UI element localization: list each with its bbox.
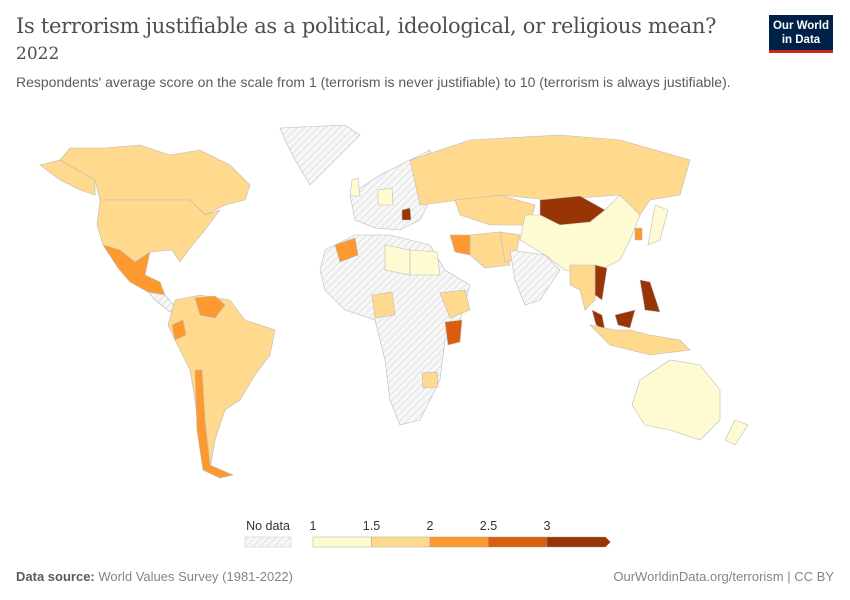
country-japan[interactable] bbox=[647, 204, 669, 246]
country-india[interactable] bbox=[509, 249, 561, 306]
legend-no-data-swatch bbox=[244, 536, 292, 548]
country-ecuador[interactable] bbox=[171, 319, 187, 341]
source-label: Data source: bbox=[16, 569, 95, 584]
chart-year: 2022 bbox=[16, 44, 60, 64]
legend-tick-label: 1.5 bbox=[363, 519, 380, 533]
license-text: | CC BY bbox=[787, 569, 834, 584]
country-serbia[interactable] bbox=[401, 207, 412, 221]
logo-line-2: in Data bbox=[781, 34, 821, 46]
country-egypt[interactable] bbox=[409, 249, 441, 276]
legend-no-data-label: No data bbox=[246, 519, 290, 533]
country-south-korea[interactable] bbox=[634, 227, 643, 241]
legend-bin-3 bbox=[488, 536, 548, 548]
country-venezuela[interactable] bbox=[194, 295, 226, 319]
legend-tick-label: 2.5 bbox=[480, 519, 497, 533]
country-chile[interactable] bbox=[194, 369, 234, 479]
country-iraq[interactable] bbox=[449, 234, 471, 256]
country-zimbabwe[interactable] bbox=[421, 371, 439, 389]
country-new-zealand[interactable] bbox=[724, 419, 749, 446]
country-china[interactable] bbox=[519, 194, 641, 276]
legend-bin-0 bbox=[312, 536, 372, 548]
chart-title: Is terrorism justifiable as a political,… bbox=[16, 14, 717, 38]
legend-bin-1 bbox=[371, 536, 431, 548]
legend-tick-label: 1 bbox=[310, 519, 317, 533]
country-australia[interactable] bbox=[631, 359, 721, 441]
country-united-kingdom[interactable] bbox=[349, 177, 361, 197]
owid-logo[interactable]: Our World in Data bbox=[769, 15, 833, 53]
source-link[interactable]: OurWorldinData.org/terrorism bbox=[613, 569, 784, 584]
legend-tick-label: 3 bbox=[544, 519, 551, 533]
country-kazakhstan[interactable] bbox=[454, 194, 536, 226]
footer-links: OurWorldinData.org/terrorism | CC BY bbox=[613, 569, 834, 584]
country-indonesia[interactable] bbox=[589, 324, 691, 356]
country-ethiopia[interactable] bbox=[439, 289, 471, 319]
country-mexico[interactable] bbox=[102, 244, 166, 296]
legend: No data 1 1.5 2 2.5 3 bbox=[244, 519, 611, 548]
legend-tick-label: 2 bbox=[427, 519, 434, 533]
legend-bin-4 bbox=[546, 536, 611, 548]
country-thailand-myanmar[interactable] bbox=[569, 264, 596, 311]
country-philippines[interactable] bbox=[639, 279, 661, 313]
country-greenland[interactable] bbox=[279, 124, 361, 186]
logo-line-1: Our World bbox=[772, 20, 829, 32]
source-text: World Values Survey (1981-2022) bbox=[98, 569, 293, 584]
country-nigeria[interactable] bbox=[371, 291, 396, 319]
legend-bin-2 bbox=[429, 536, 489, 548]
country-south-america[interactable] bbox=[167, 294, 276, 471]
country-libya[interactable] bbox=[384, 244, 411, 276]
world-map: No data 1 1.5 2 2.5 3 bbox=[39, 124, 749, 548]
country-morocco[interactable] bbox=[334, 237, 359, 263]
chart-subtitle: Respondents' average score on the scale … bbox=[16, 74, 731, 90]
country-kenya[interactable] bbox=[444, 319, 463, 346]
country-germany[interactable] bbox=[377, 187, 394, 206]
data-source: Data source: World Values Survey (1981-2… bbox=[16, 569, 293, 584]
country-vietnam[interactable] bbox=[594, 264, 608, 301]
